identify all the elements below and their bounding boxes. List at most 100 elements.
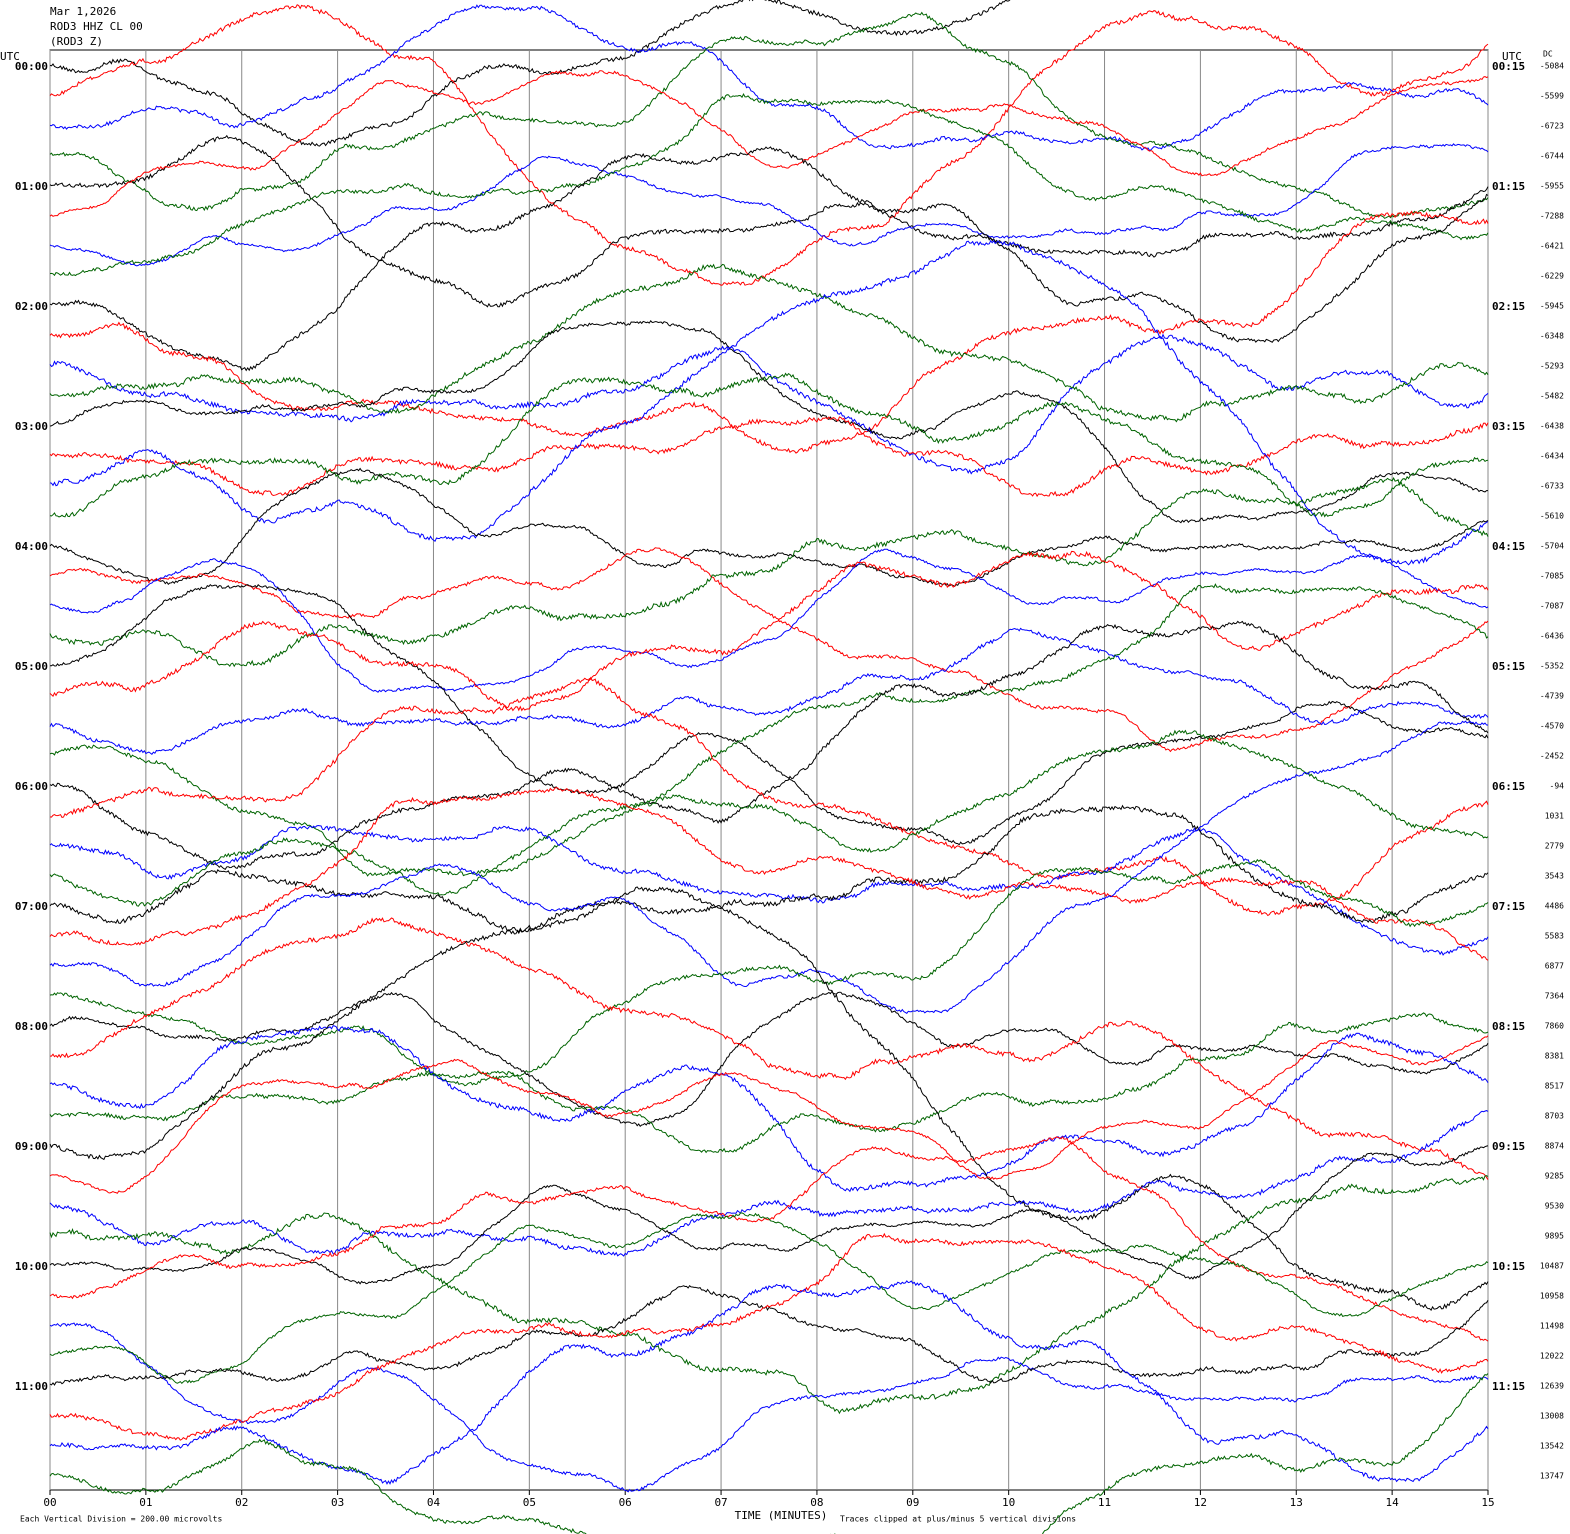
dc-value: -7085 bbox=[1540, 572, 1564, 581]
left-time-label: 07:00 bbox=[15, 900, 48, 913]
dc-value: 5583 bbox=[1545, 932, 1564, 941]
left-time-label: 10:00 bbox=[15, 1260, 48, 1273]
dc-value: 13542 bbox=[1540, 1442, 1564, 1451]
left-time-label: 06:00 bbox=[15, 780, 48, 793]
x-tick-label: 13 bbox=[1290, 1496, 1303, 1509]
dc-value: 12022 bbox=[1540, 1352, 1564, 1361]
x-tick-label: 02 bbox=[235, 1496, 248, 1509]
trace bbox=[49, 239, 1489, 566]
trace bbox=[49, 134, 1489, 308]
x-axis-label: TIME (MINUTES) bbox=[735, 1509, 828, 1522]
dc-value: 11498 bbox=[1540, 1322, 1564, 1331]
right-time-label: 03:15 bbox=[1492, 420, 1525, 433]
clip-note: Traces clipped at plus/minus 5 vertical … bbox=[840, 1515, 1076, 1524]
dc-value: 8874 bbox=[1545, 1142, 1564, 1151]
dc-value: -6436 bbox=[1540, 632, 1564, 641]
x-tick-label: 06 bbox=[619, 1496, 632, 1509]
trace bbox=[49, 1175, 1489, 1415]
dc-value: -6348 bbox=[1540, 332, 1564, 341]
right-time-label: 04:15 bbox=[1492, 540, 1525, 553]
dc-value: -5084 bbox=[1540, 62, 1564, 71]
dc-value: -5482 bbox=[1540, 392, 1564, 401]
dc-value: 10958 bbox=[1540, 1292, 1564, 1301]
dc-value: 9895 bbox=[1545, 1232, 1564, 1241]
right-axis-label: UTC bbox=[1502, 50, 1522, 63]
dc-value: -6421 bbox=[1540, 242, 1564, 251]
x-tick-label: 15 bbox=[1481, 1496, 1494, 1509]
trace bbox=[49, 550, 1489, 712]
x-tick-label: 01 bbox=[139, 1496, 152, 1509]
dc-value: 1031 bbox=[1545, 812, 1564, 821]
trace bbox=[49, 886, 1489, 1311]
dc-value: -6723 bbox=[1540, 122, 1564, 131]
trace bbox=[49, 70, 1489, 217]
trace bbox=[49, 583, 1489, 877]
dc-value: -6438 bbox=[1540, 422, 1564, 431]
trace bbox=[49, 786, 1489, 961]
dc-value: -6733 bbox=[1540, 482, 1564, 491]
dc-value: -4570 bbox=[1540, 722, 1564, 731]
trace bbox=[49, 319, 1488, 524]
dc-value: -2452 bbox=[1540, 752, 1564, 761]
dc-value: -5610 bbox=[1540, 512, 1564, 521]
dc-value: 8703 bbox=[1545, 1112, 1564, 1121]
trace bbox=[49, 804, 1489, 933]
x-tick-label: 07 bbox=[714, 1496, 727, 1509]
x-tick-label: 00 bbox=[43, 1496, 56, 1509]
dc-value: -5352 bbox=[1540, 662, 1564, 671]
dc-value: -7087 bbox=[1540, 602, 1564, 611]
trace bbox=[49, 1145, 1489, 1285]
dc-value: -7288 bbox=[1540, 212, 1564, 221]
right-time-label: 10:15 bbox=[1492, 1260, 1525, 1273]
left-time-label: 08:00 bbox=[15, 1020, 48, 1033]
left-time-label: 04:00 bbox=[15, 540, 48, 553]
trace bbox=[49, 4, 1489, 286]
dc-value: -5945 bbox=[1540, 302, 1564, 311]
left-time-label: 00:00 bbox=[15, 60, 48, 73]
trace bbox=[49, 1232, 1489, 1441]
trace bbox=[49, 729, 1489, 907]
x-tick-label: 14 bbox=[1386, 1496, 1400, 1509]
trace bbox=[49, 1280, 1489, 1485]
dc-value: -6744 bbox=[1540, 152, 1564, 161]
x-tick-label: 05 bbox=[523, 1496, 536, 1509]
dc-value: 8381 bbox=[1545, 1052, 1564, 1061]
dc-value: 4486 bbox=[1545, 902, 1564, 911]
scale-note: Each Vertical Division = 200.00 microvol… bbox=[20, 1515, 222, 1524]
dc-value: -5955 bbox=[1540, 182, 1564, 191]
trace bbox=[49, 333, 1489, 475]
dc-value: -94 bbox=[1550, 782, 1565, 791]
dc-value: 2779 bbox=[1545, 842, 1564, 851]
dc-value: 13747 bbox=[1540, 1472, 1564, 1481]
dc-value: 7860 bbox=[1545, 1022, 1564, 1031]
trace bbox=[49, 548, 1489, 693]
trace bbox=[49, 11, 1489, 219]
right-time-label: 08:15 bbox=[1492, 1020, 1525, 1033]
trace bbox=[49, 627, 1489, 756]
dc-value: 3543 bbox=[1545, 872, 1564, 881]
trace bbox=[49, 92, 1489, 277]
left-time-label: 03:00 bbox=[15, 420, 48, 433]
trace bbox=[49, 583, 1489, 846]
right-time-label: 07:15 bbox=[1492, 900, 1525, 913]
dc-value: 6877 bbox=[1545, 962, 1564, 971]
right-time-label: 09:15 bbox=[1492, 1140, 1525, 1153]
dc-value: 10487 bbox=[1540, 1262, 1564, 1271]
x-tick-label: 11 bbox=[1098, 1496, 1111, 1509]
trace bbox=[49, 1373, 1489, 1534]
right-time-label: 11:15 bbox=[1492, 1380, 1525, 1393]
trace bbox=[49, 720, 1489, 1014]
trace bbox=[49, 477, 1489, 668]
left-axis-label: UTC bbox=[0, 50, 20, 63]
trace bbox=[49, 1110, 1489, 1257]
dc-value: -5599 bbox=[1540, 92, 1564, 101]
right-time-label: 00:15 bbox=[1492, 60, 1525, 73]
right-time-label: 05:15 bbox=[1492, 660, 1525, 673]
right-time-label: 01:15 bbox=[1492, 180, 1525, 193]
dc-value: 13008 bbox=[1540, 1412, 1564, 1421]
date: Mar 1,2026 bbox=[50, 5, 116, 18]
trace bbox=[49, 146, 1489, 372]
trace bbox=[49, 263, 1489, 423]
trace bbox=[50, 917, 1489, 1180]
